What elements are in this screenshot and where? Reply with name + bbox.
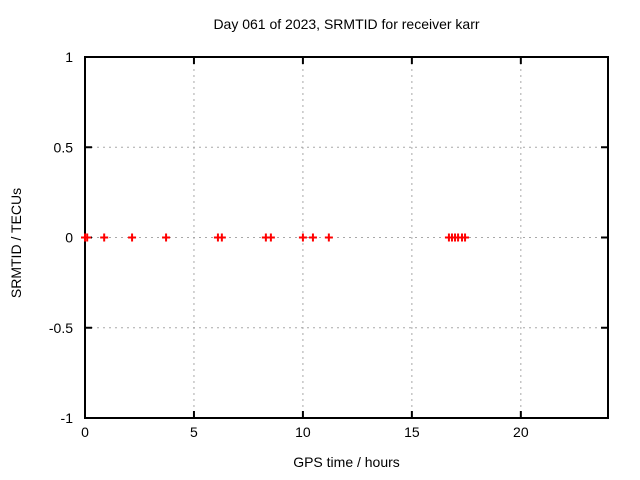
y-tick-label: 0: [65, 230, 73, 246]
y-tick-label: 1: [65, 49, 73, 65]
x-axis-label: GPS time / hours: [293, 454, 400, 470]
chart-title: Day 061 of 2023, SRMTID for receiver kar…: [213, 16, 480, 32]
x-tick-label: 20: [513, 424, 529, 440]
x-tick-label: 10: [295, 424, 311, 440]
y-tick-label: 0.5: [54, 139, 74, 155]
y-tick-label: -1: [61, 410, 74, 426]
x-tick-label: 0: [81, 424, 89, 440]
x-tick-label: 15: [404, 424, 420, 440]
x-tick-label: 5: [190, 424, 198, 440]
y-tick-label: -0.5: [49, 320, 73, 336]
